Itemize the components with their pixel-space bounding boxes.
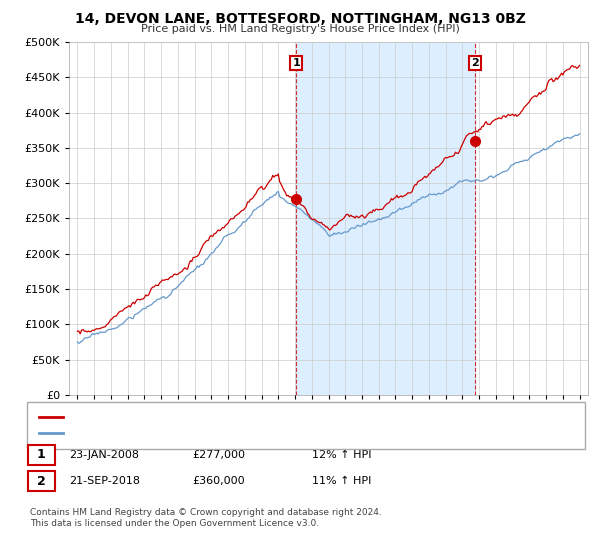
Text: 14, DEVON LANE, BOTTESFORD, NOTTINGHAM, NG13 0BZ (detached house): 14, DEVON LANE, BOTTESFORD, NOTTINGHAM, … bbox=[69, 412, 442, 422]
Text: £277,000: £277,000 bbox=[192, 450, 245, 460]
Text: HPI: Average price, detached house, Melton: HPI: Average price, detached house, Melt… bbox=[69, 428, 283, 438]
Text: Contains HM Land Registry data © Crown copyright and database right 2024.
This d: Contains HM Land Registry data © Crown c… bbox=[30, 508, 382, 528]
Text: 2: 2 bbox=[471, 58, 479, 68]
Text: 11% ↑ HPI: 11% ↑ HPI bbox=[312, 476, 371, 486]
Text: 1: 1 bbox=[292, 58, 300, 68]
Text: 23-JAN-2008: 23-JAN-2008 bbox=[69, 450, 139, 460]
Text: Price paid vs. HM Land Registry's House Price Index (HPI): Price paid vs. HM Land Registry's House … bbox=[140, 24, 460, 34]
Text: 1: 1 bbox=[37, 448, 46, 461]
Text: 21-SEP-2018: 21-SEP-2018 bbox=[69, 476, 140, 486]
Text: 2: 2 bbox=[37, 474, 46, 488]
Text: 14, DEVON LANE, BOTTESFORD, NOTTINGHAM, NG13 0BZ: 14, DEVON LANE, BOTTESFORD, NOTTINGHAM, … bbox=[74, 12, 526, 26]
Bar bbox=[296, 42, 475, 395]
Text: 12% ↑ HPI: 12% ↑ HPI bbox=[312, 450, 371, 460]
Text: £360,000: £360,000 bbox=[192, 476, 245, 486]
